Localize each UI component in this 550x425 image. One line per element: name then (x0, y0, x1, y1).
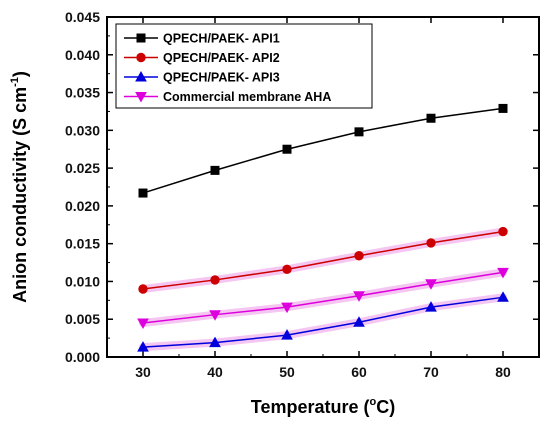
legend-marker (135, 70, 147, 82)
y-tick-label: 0.010 (65, 273, 100, 289)
y-tick-label: 0.000 (65, 349, 100, 365)
x-tick-label: 80 (495, 364, 511, 380)
y-tick-label: 0.005 (65, 311, 100, 327)
data-point (498, 103, 508, 113)
data-point (138, 188, 148, 198)
y-tick-label: 0.015 (65, 236, 100, 252)
data-point (425, 279, 437, 290)
legend-marker (136, 33, 146, 43)
series-line (142, 230, 504, 290)
data-point (282, 264, 292, 275)
y-tick-label: 0.035 (65, 85, 100, 101)
x-axis-label-unit: C) (376, 397, 395, 417)
x-tick-label: 50 (279, 364, 295, 380)
data-point (353, 316, 365, 327)
legend-marker (135, 92, 147, 103)
data-point (137, 318, 149, 330)
series-line (142, 107, 504, 194)
data-point (426, 238, 436, 248)
y-axis: 0.000 0.005 0.010 0.015 0.020 0.025 0.030 0.035… (65, 9, 539, 365)
y-tick-label: 0.025 (65, 160, 100, 176)
x-axis-label: Temperature (oC) (251, 396, 395, 417)
x-tick-label: 40 (207, 364, 223, 380)
y-axis-label: Anion conductivity (S cm-1) (9, 71, 30, 303)
data-point (281, 329, 293, 340)
data-point (210, 165, 220, 175)
data-point (282, 144, 292, 154)
error-bands (139, 227, 507, 352)
data-point (425, 301, 437, 312)
data-point (209, 336, 221, 348)
y-tick-label: 0.030 (65, 122, 100, 138)
y-axis-label-exponent: -1 (9, 77, 21, 87)
data-point (498, 226, 508, 237)
legend-label: QPECH/PAEK- API2 (163, 51, 280, 65)
legend-label: QPECH/PAEK- API3 (163, 71, 280, 85)
y-tick-label: 0.040 (65, 47, 100, 63)
legend-label: Commercial membrane AHA (163, 90, 331, 104)
data-point (354, 127, 364, 137)
data-point (138, 284, 148, 294)
series-line (142, 296, 504, 348)
data-point (210, 275, 220, 285)
y-tick-label: 0.045 (65, 9, 100, 25)
data-point (354, 251, 364, 261)
legend-label: QPECH/PAEK- API1 (163, 32, 280, 46)
data-point (353, 291, 365, 302)
data-point (497, 267, 509, 279)
legend-box (115, 23, 373, 109)
x-tick-label: 60 (351, 364, 367, 380)
y-axis-label-close: ) (10, 71, 30, 77)
data-point (426, 113, 436, 123)
data-point (209, 310, 221, 321)
x-axis-label-degree: o (369, 396, 376, 408)
x-axis: 30 40 50 60 70 80 (135, 17, 511, 380)
data-point (137, 341, 149, 352)
x-tick-label: 70 (423, 364, 439, 380)
legend-marker (136, 52, 146, 63)
series-lines (142, 107, 504, 348)
x-tick-label: 30 (135, 364, 151, 380)
series-markers (137, 103, 509, 352)
data-point (281, 302, 293, 314)
series-line (142, 271, 504, 324)
y-tick-label: 0.020 (65, 198, 100, 214)
data-point (497, 291, 509, 302)
legend: QPECH/PAEK- API1 QPECH/PAEK- API2 QPECH/PA… (115, 23, 373, 109)
